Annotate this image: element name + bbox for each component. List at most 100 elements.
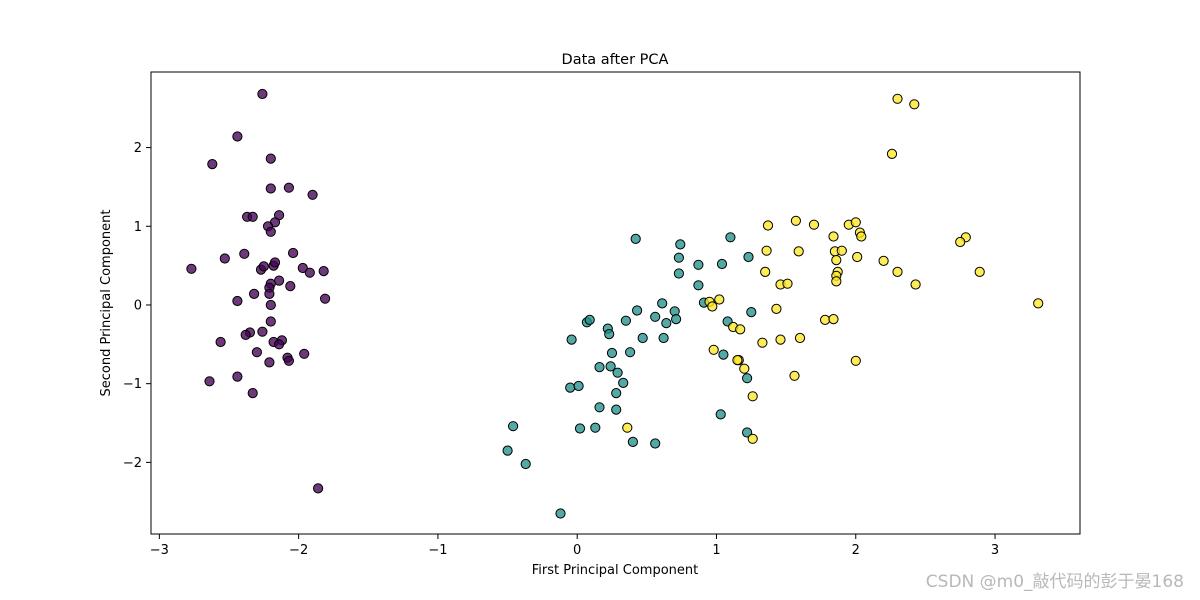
data-point-s0-48 (247, 388, 258, 399)
data-point-s2-48 (622, 422, 633, 433)
y-tick-label-1: −1 (123, 377, 142, 392)
data-point-s1-6 (716, 258, 728, 270)
data-point-s2-49 (747, 433, 758, 444)
x-tick-label-2: −1 (428, 543, 447, 558)
data-point-s1-13 (746, 307, 757, 318)
data-point-s2-47 (747, 391, 758, 402)
data-point-s2-27 (782, 278, 793, 289)
x-tick-label-3: 0 (573, 543, 581, 558)
data-point-s1-36 (611, 388, 622, 399)
data-point-s0-6 (307, 189, 318, 200)
data-point-s0-40 (274, 339, 285, 350)
data-point-s0-44 (283, 355, 294, 366)
y-tick-label-3: 1 (134, 220, 142, 235)
chart-title: Data after PCA (562, 52, 669, 68)
data-point-s1-30 (605, 361, 616, 372)
data-point-s0-4 (265, 183, 276, 194)
data-point-s2-1 (909, 99, 920, 110)
data-point-s0-34 (257, 326, 268, 337)
data-point-s1-44 (627, 436, 639, 447)
data-point-s2-16 (836, 245, 847, 256)
data-point-s0-29 (264, 288, 275, 299)
x-axis-ticks: −3 −2 −1 0 1 2 3 (150, 534, 999, 558)
data-point-s0-30 (320, 293, 331, 304)
data-point-s0-12 (265, 226, 276, 237)
data-point-s2-18 (831, 255, 842, 266)
data-point-s1-43 (742, 427, 753, 438)
data-point-s2-13 (793, 246, 804, 257)
data-point-s1-5 (693, 259, 704, 270)
data-point-s2-46 (789, 370, 800, 381)
data-point-s0-41 (251, 347, 262, 358)
data-point-s1-38 (611, 404, 622, 415)
data-point-s0-45 (264, 357, 275, 368)
data-point-s1-1 (675, 239, 686, 250)
data-point-s0-8 (247, 211, 258, 222)
y-tick-label-0: −2 (123, 456, 142, 471)
data-point-s0-0 (257, 88, 268, 100)
data-point-s0-27 (285, 281, 296, 292)
watermark-text: CSDN @m0_敲代码的彭于晏168 (925, 572, 1184, 592)
data-point-s1-42 (590, 422, 601, 433)
data-point-s1-7 (673, 268, 685, 279)
data-point-s2-5 (762, 220, 774, 231)
data-point-s0-36 (240, 329, 251, 340)
data-point-s1-17 (620, 315, 632, 326)
data-point-s2-45 (739, 363, 750, 374)
plot-area-frame (150, 71, 1081, 535)
data-point-s1-35 (573, 380, 584, 392)
data-point-s2-17 (852, 251, 863, 263)
data-points (186, 88, 1044, 519)
data-point-s2-32 (707, 301, 718, 312)
y-tick-label-4: 2 (134, 141, 142, 156)
data-point-s0-42 (299, 348, 310, 359)
data-point-s1-31 (612, 367, 623, 378)
x-tick-label-4: 1 (712, 543, 720, 558)
data-point-s2-9 (856, 231, 867, 242)
data-point-s0-13 (288, 247, 299, 259)
data-point-s1-34 (565, 382, 576, 393)
data-point-s2-39 (775, 334, 786, 345)
x-axis-label: First Principal Component (532, 563, 699, 578)
data-point-s1-23 (637, 332, 648, 344)
data-point-s2-33 (771, 303, 782, 314)
data-point-s0-22 (304, 267, 315, 278)
data-point-s1-37 (594, 402, 605, 413)
data-point-s1-28 (718, 349, 729, 360)
y-tick-label-2: 0 (134, 298, 142, 313)
data-point-s1-11 (632, 305, 643, 316)
data-point-s1-19 (671, 314, 682, 325)
data-point-s0-2 (207, 159, 218, 170)
data-point-s0-46 (232, 371, 243, 382)
data-point-s1-3 (673, 252, 685, 263)
data-point-s1-46 (502, 445, 513, 456)
data-point-s2-14 (761, 245, 772, 256)
data-point-s2-12 (955, 236, 966, 248)
data-point-s1-32 (618, 377, 629, 388)
data-point-s0-16 (219, 253, 230, 264)
data-point-s0-14 (239, 248, 250, 259)
data-point-s2-0 (892, 93, 903, 104)
data-point-s0-32 (265, 299, 276, 311)
x-tick-label-1: −2 (289, 543, 308, 558)
data-point-s0-1 (232, 131, 243, 142)
data-point-s0-20 (269, 257, 281, 268)
data-point-s0-5 (283, 182, 294, 193)
data-point-s2-44 (850, 355, 861, 366)
data-point-s1-41 (574, 423, 586, 434)
data-point-s1-33 (742, 373, 753, 384)
data-point-s2-29 (1033, 298, 1044, 309)
data-point-s2-35 (828, 314, 839, 325)
x-tick-label-0: −3 (150, 543, 169, 558)
data-point-s2-28 (910, 279, 921, 290)
data-point-s1-40 (507, 421, 519, 432)
data-point-s2-30 (714, 294, 725, 305)
x-tick-label-6: 3 (991, 543, 999, 558)
data-point-s0-23 (318, 266, 329, 277)
y-axis-ticks: −2 −1 0 1 2 (123, 141, 151, 471)
data-point-s0-3 (265, 153, 276, 164)
data-point-s0-28 (249, 288, 260, 299)
data-point-s1-27 (625, 347, 636, 358)
data-point-s1-0 (630, 233, 641, 244)
